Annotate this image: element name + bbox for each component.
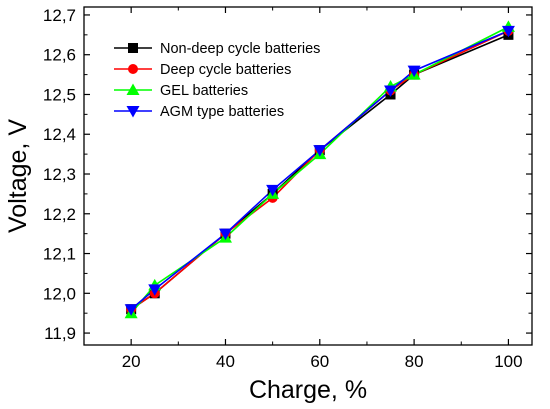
- x-tick-label: 60: [310, 352, 329, 371]
- x-tick-label: 20: [122, 352, 141, 371]
- x-axis-title: Charge, %: [249, 376, 367, 404]
- x-tick-label: 40: [216, 352, 235, 371]
- data-point: [384, 85, 398, 98]
- y-tick-label: 12,1: [43, 245, 76, 264]
- y-tick-label: 12,7: [43, 6, 76, 25]
- y-tick-label: 12,2: [43, 205, 76, 224]
- y-tick-label: 12,4: [43, 125, 76, 144]
- legend-swatch-marker: [126, 106, 140, 118]
- data-point: [148, 284, 162, 296]
- y-tick-label: 11,9: [44, 324, 76, 343]
- y-tick-label: 12,3: [43, 165, 76, 184]
- tick-labels: 20 40 60 80 100 11,9 12,0 12,1 12,2 12,3 12,4 12,5 1…: [43, 6, 523, 371]
- series-markers: [124, 20, 515, 319]
- data-point: [124, 304, 138, 316]
- data-point: [407, 65, 421, 78]
- axis-ticks: [83, 7, 532, 345]
- x-tick-label: 80: [405, 352, 424, 371]
- legend-label: Deep cycle batteries: [160, 62, 291, 78]
- data-point: [266, 184, 280, 197]
- data-point: [218, 228, 232, 241]
- legend-swatch-marker: [128, 64, 138, 74]
- legend-label: AGM type batteries: [160, 104, 284, 120]
- legend-label: Non-deep cycle batteries: [160, 41, 320, 57]
- legend-label: GEL batteries: [160, 83, 248, 99]
- legend-swatch-marker: [126, 83, 140, 95]
- y-tick-label: 12,0: [43, 284, 76, 303]
- y-tick-label: 12,6: [43, 46, 76, 65]
- y-tick-label: 12,5: [43, 85, 76, 104]
- data-point: [501, 25, 515, 38]
- y-axis-title: Voltage, V: [4, 119, 32, 233]
- data-point: [313, 145, 327, 157]
- legend: Non-deep cycle batteries Deep cycle batte…: [114, 41, 320, 120]
- x-tick-label: 100: [494, 352, 522, 371]
- plot-frame: [83, 6, 533, 346]
- legend-swatch-marker: [128, 43, 138, 53]
